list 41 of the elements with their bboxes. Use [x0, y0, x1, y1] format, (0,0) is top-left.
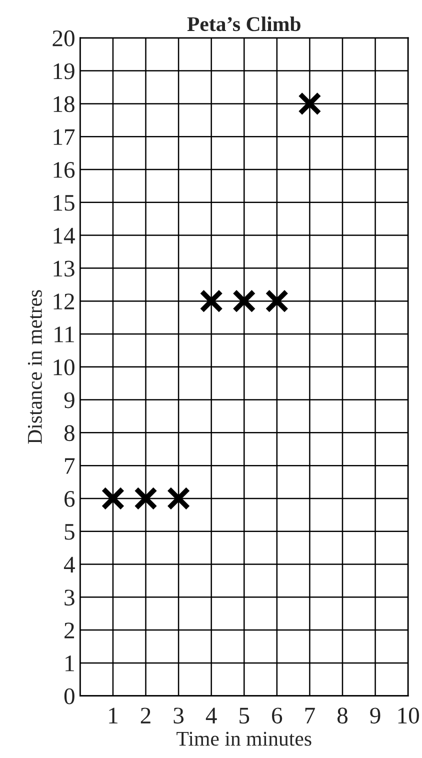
y-tick-label: 10: [54, 359, 74, 376]
y-tick-label: 15: [54, 194, 74, 211]
y-tick-label: 7: [65, 458, 75, 474]
y-tick-label: 2: [64, 622, 74, 638]
y-tick-label: 3: [64, 590, 74, 606]
x-tick-label: 7: [305, 708, 315, 724]
x-tick-label: 6: [272, 708, 282, 724]
x-tick-label: 4: [206, 708, 217, 724]
point: [166, 486, 190, 510]
y-tick-label: 16: [54, 162, 75, 178]
chart-title: Peta’s Climb: [187, 16, 300, 32]
y-tick-label: 14: [54, 228, 75, 244]
point: [265, 289, 289, 313]
x-tick-label: 2: [140, 708, 150, 724]
y-tick-label: 6: [64, 491, 75, 507]
y-tick-label: 5: [64, 524, 74, 540]
point: [101, 486, 125, 510]
x-tick-label: 9: [370, 708, 380, 724]
y-tick-label: 12: [54, 294, 74, 310]
y-tick-label: 13: [54, 260, 74, 277]
x-tick-label: 10: [398, 708, 419, 724]
y-axis-title: Distance in metres: [28, 290, 42, 444]
y-tick-label: 1: [66, 656, 74, 672]
x-tick-label: 8: [337, 708, 348, 724]
point: [134, 486, 158, 510]
point: [200, 289, 224, 313]
x-tick-label: 3: [174, 708, 184, 724]
y-tick-label: 11: [54, 326, 74, 342]
y-tick-label: 0: [64, 688, 74, 704]
point: [298, 92, 322, 116]
y-tick-label: 8: [64, 425, 74, 442]
x-tick-label: 5: [240, 708, 250, 724]
point: [232, 289, 256, 313]
x-axis-title: Time in minutes: [176, 732, 312, 746]
x-tick-label: 1: [109, 708, 118, 724]
y-tick-label: 9: [64, 392, 74, 408]
y-tick-label: 20: [52, 30, 74, 46]
y-tick-label: 18: [54, 96, 74, 112]
y-tick-label: 4: [64, 556, 75, 572]
y-tick-label: 19: [54, 63, 74, 80]
y-tick-label: 17: [54, 129, 75, 145]
